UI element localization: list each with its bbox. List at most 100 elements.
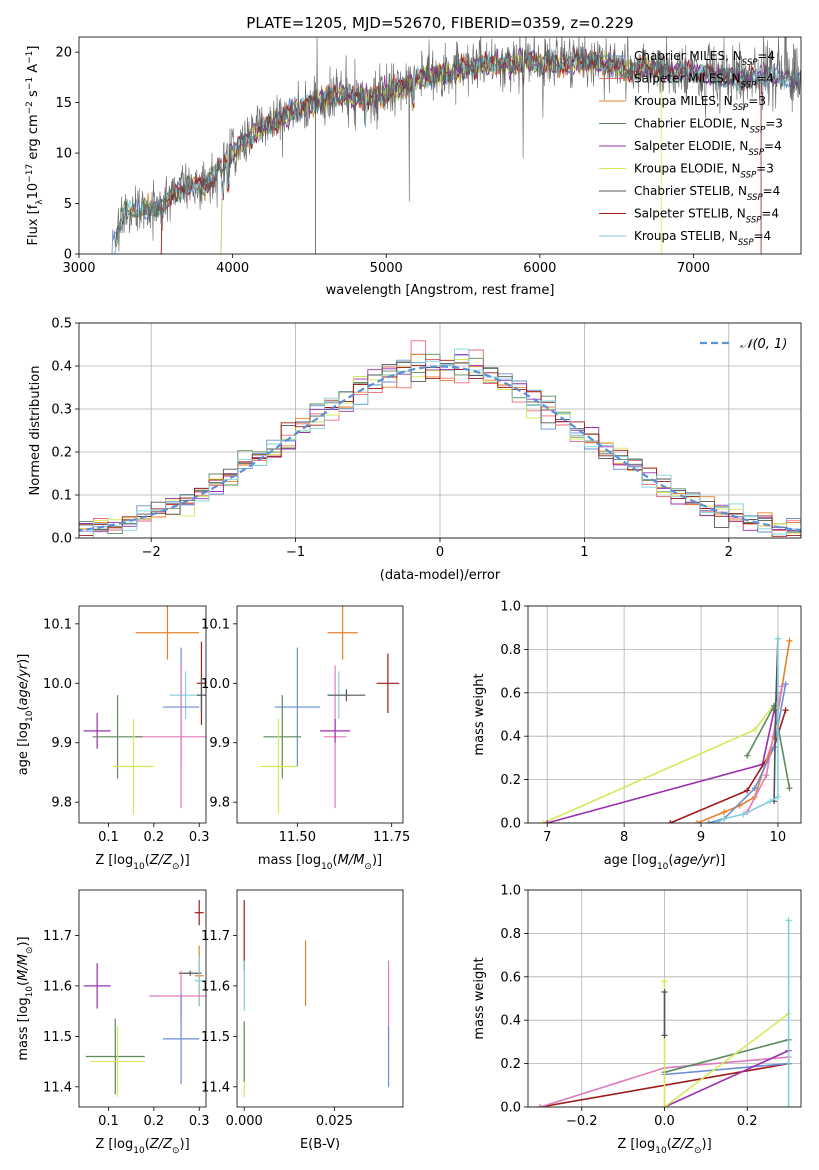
series-marker-1: [537, 1104, 544, 1107]
series-marker-8: [661, 988, 668, 995]
plot-frame: [78, 322, 802, 539]
label-part: ⊙: [172, 1146, 180, 1156]
legend-sub: SSP: [748, 148, 764, 158]
label-part: 10: [25, 710, 35, 722]
label-part: −2: [25, 101, 35, 114]
label-part: age [log: [604, 853, 657, 868]
plot-frame: [527, 605, 802, 824]
label-part: (: [16, 706, 31, 711]
label-part: age/yr: [16, 662, 31, 705]
y-tick-label: 0.0: [51, 532, 72, 547]
spectrum-line-data: [114, 37, 801, 252]
errorbars: [243, 900, 390, 1097]
x-tick-label: 11.50: [279, 830, 316, 845]
series-marker-8: [661, 1032, 668, 1039]
y-tick-label: 11.5: [43, 1030, 72, 1045]
y-tick-label: 0.2: [51, 446, 72, 461]
legend-sub: SSP: [733, 103, 749, 113]
x-tick-label: 3000: [62, 261, 95, 276]
y-tick-label: 0.6: [500, 970, 521, 985]
label-part: )]: [702, 1137, 712, 1152]
y-tick-label: 9.8: [51, 796, 72, 811]
y-tick-label: 0.1: [51, 489, 72, 504]
legend-entry: Salpeter ELODIE, NSSP=4: [634, 139, 782, 158]
label-part: Z/Z: [149, 1137, 173, 1152]
label-part: 10: [655, 1146, 667, 1156]
legend: 𝒩(0, 1): [700, 337, 787, 352]
x-axis-label: wavelength [Angstrom, rest frame]: [326, 283, 555, 298]
label-part: Z [log: [95, 853, 133, 868]
label-part: )]: [372, 853, 382, 868]
y-tick-label: 11.4: [201, 1080, 230, 1095]
series-marker-4: [705, 820, 712, 823]
y-tick-label: 5: [64, 197, 72, 212]
series-marker-8: [740, 811, 747, 818]
y-tick-label: 0.0: [500, 817, 521, 832]
legend-name: Chabrier MILES, N: [634, 49, 742, 63]
legend-sub: SSP: [738, 238, 754, 248]
label-part: Z [log: [617, 1137, 655, 1152]
label-part: 10: [321, 862, 333, 872]
label-part: λ: [35, 199, 45, 205]
x-tick-label: 0.2: [143, 830, 164, 845]
x-tick-label: 0.3: [189, 1114, 210, 1129]
y-axis-label: mass [log10(M/M⊙)]: [16, 936, 35, 1060]
legend-name: Kroupa STELIB, N: [634, 229, 738, 243]
legend-entry: Salpeter MILES, NSSP=4: [634, 72, 774, 91]
label-part: s: [26, 90, 41, 101]
x-tick-label: 5000: [370, 261, 403, 276]
series-marker-2: [744, 787, 751, 794]
panel-2: 0.1 0.2 0.39.89.910.010.1Z [log10(Z/Z⊙)]ag…: [16, 605, 210, 872]
y-tick-label: 0.5: [51, 317, 72, 332]
label-part: 10: [133, 862, 145, 872]
x-tick-label: 10: [770, 830, 787, 845]
legend-sub: SSP: [747, 193, 763, 203]
y-axis-label: Normed distribution: [28, 366, 43, 496]
y-tick-label: 0.4: [51, 360, 72, 375]
series-marker-2: [667, 820, 674, 823]
label-part: (: [668, 853, 673, 868]
y-tick-label: 1.0: [500, 600, 521, 615]
label-part: Z [log: [95, 1137, 133, 1152]
x-tick-label: −0.2: [566, 1114, 598, 1129]
y-tick-label: 11.7: [43, 929, 72, 944]
label-part: 10: [133, 1146, 145, 1156]
label-part: ⊙: [364, 862, 372, 872]
legend-entry: Kroupa STELIB, NSSP=4: [634, 229, 771, 248]
x-tick-label: −1: [286, 545, 305, 560]
series-marker-3: [786, 637, 793, 644]
legend-name: Salpeter STELIB, N: [634, 207, 746, 221]
series-marker-8: [774, 793, 781, 800]
x-axis-label: Z [log10(Z/Z⊙)]: [95, 853, 189, 872]
series-marker-1: [544, 820, 551, 823]
chart-title: PLATE=1205, MJD=52670, FIBERID=0359, z=0…: [246, 14, 633, 32]
label-part: )]: [16, 654, 31, 664]
label-part: Z/Z: [149, 853, 173, 868]
series-marker-0: [540, 820, 547, 823]
y-tick-label: 0.2: [500, 773, 521, 788]
y-tick-label: 11.5: [201, 1030, 230, 1045]
label-part: )]: [715, 853, 725, 868]
legend-name: Chabrier ELODIE, N: [634, 117, 750, 131]
series-marker-7: [785, 917, 792, 924]
series-marker-6: [661, 1104, 668, 1107]
legend-sub: SSP: [750, 126, 766, 136]
panel-0: 3000 4000 5000 6000 7000 0 5 10 15 20 PLATE=1205, …: [25, 14, 802, 298]
x-tick-label: 9: [697, 830, 705, 845]
y-tick-label: 0.4: [500, 730, 521, 745]
legend-entry: 𝒩(0, 1): [740, 337, 787, 352]
label-part: age/yr: [673, 853, 716, 868]
label-part: (: [333, 853, 338, 868]
label-part: ]: [26, 46, 41, 51]
series-marker-5: [744, 752, 751, 759]
label-part: ⊙: [172, 862, 180, 872]
series-marker-6: [763, 772, 770, 779]
y-tick-label: 0.4: [500, 1014, 521, 1029]
x-axis-label: age [log10(age/yr)]: [604, 853, 726, 872]
x-tick-label: 4000: [216, 261, 249, 276]
spectra: [111, 37, 801, 254]
x-tick-label: 0.2: [737, 1114, 758, 1129]
label-part: (: [145, 1137, 150, 1152]
panel-7: −0.2 0.0 0.2 0.0 0.2 0.4 0.6 0.8 1.0 mass weight Z…: [472, 884, 802, 1156]
series-line-4: [664, 1049, 789, 1107]
